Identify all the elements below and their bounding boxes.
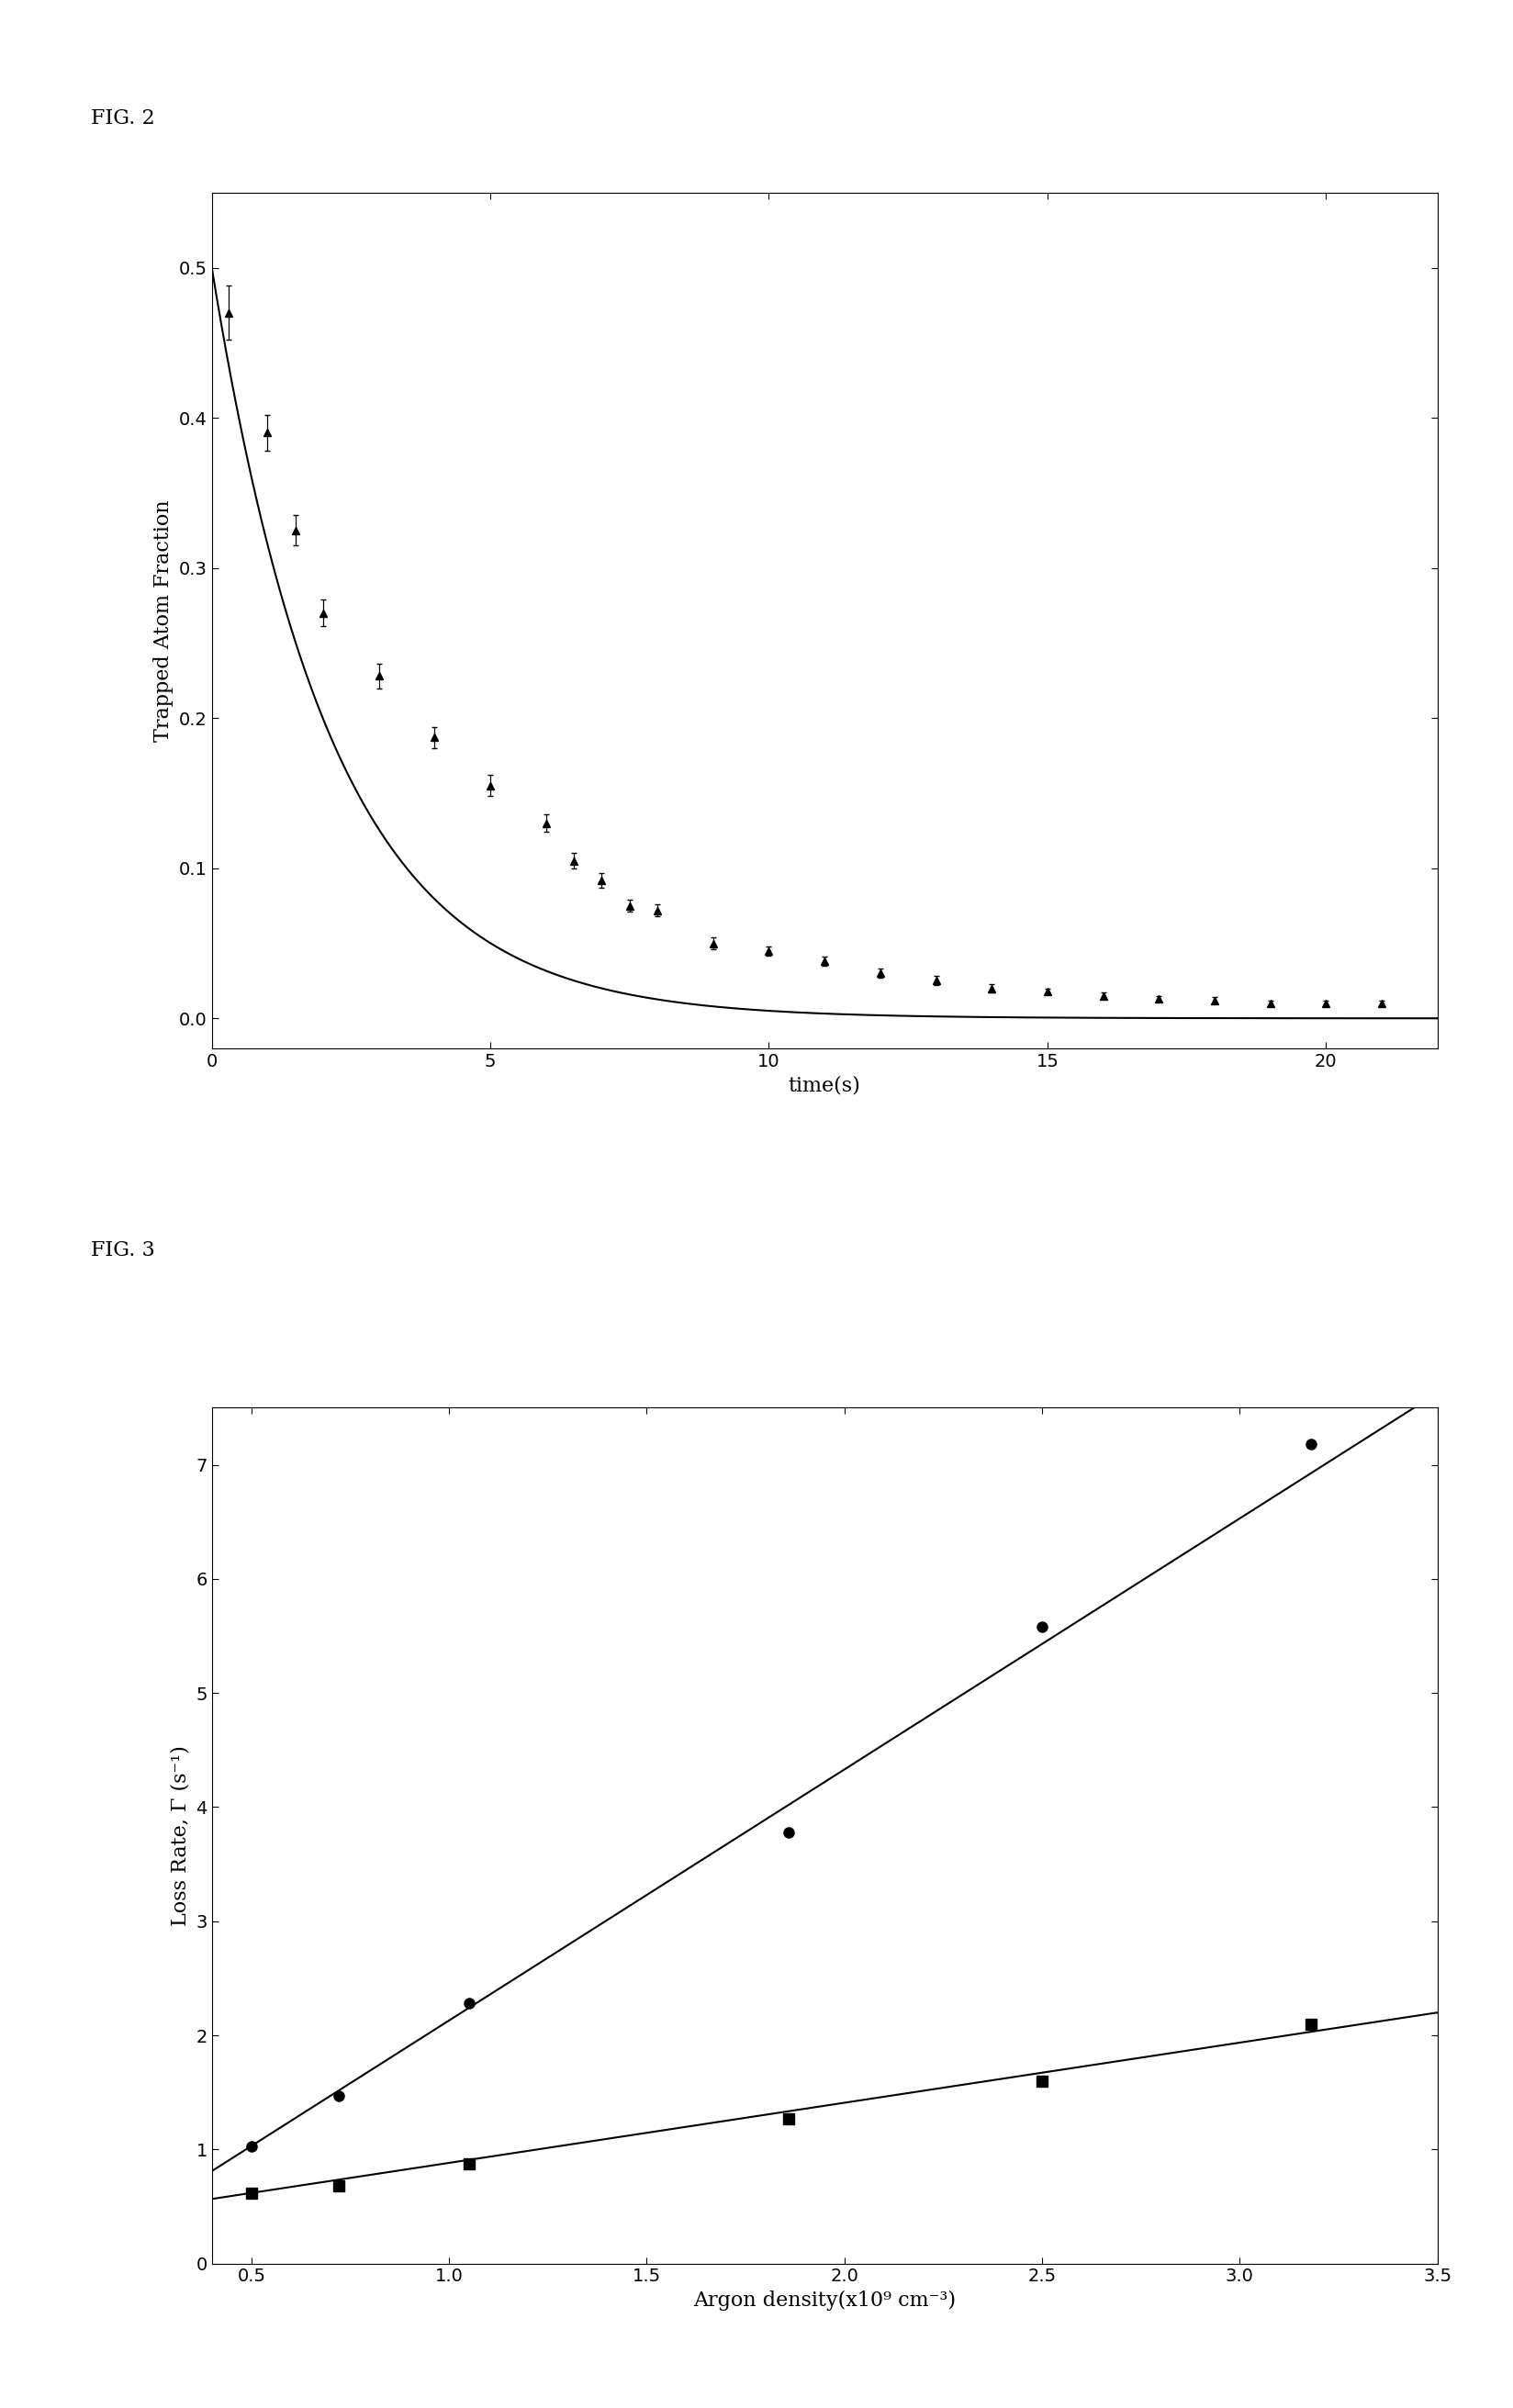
X-axis label: Argon density(x10⁹ cm⁻³): Argon density(x10⁹ cm⁻³) [693, 2290, 956, 2312]
Text: FIG. 2: FIG. 2 [91, 108, 154, 128]
X-axis label: time(s): time(s) [788, 1076, 861, 1096]
Text: FIG. 3: FIG. 3 [91, 1240, 154, 1259]
Y-axis label: Trapped Atom Fraction: Trapped Atom Fraction [154, 498, 174, 742]
Y-axis label: Loss Rate, Γ (s⁻¹): Loss Rate, Γ (s⁻¹) [171, 1746, 191, 1926]
